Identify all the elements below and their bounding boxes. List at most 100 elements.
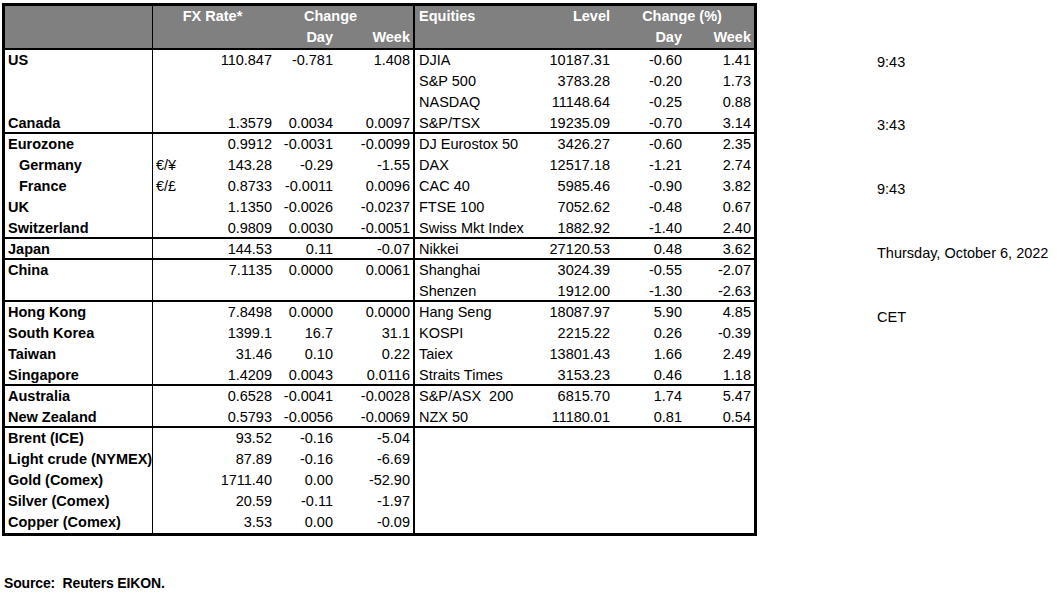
fx-country-cell: Gold (Comex): [5, 470, 153, 491]
table-row: Taiwan 31.46 0.10 0.22 Taiex 13801.43 1.…: [5, 344, 754, 365]
equity-level-cell: 10187.31: [531, 50, 610, 71]
timezone-label: CET: [877, 307, 1048, 328]
equity-name-cell: S&P/TSX: [415, 113, 531, 132]
date-line: Thursday, October 6, 2022: [877, 243, 1048, 264]
fx-week-change-cell: 0.0116: [335, 365, 415, 384]
equity-day-change-cell: -1.30: [610, 281, 684, 300]
table-row: Japan 144.53 0.11 -0.07 Nikkei 27120.53 …: [5, 239, 754, 260]
equity-day-change-cell: -0.25: [610, 92, 684, 113]
fx-pair-cell: [153, 470, 186, 491]
fx-rate-cell: 1711.40: [186, 470, 272, 491]
fx-day-change-cell: 0.0000: [272, 260, 335, 281]
equity-name-cell: DAX: [415, 155, 531, 176]
fx-week-change-cell: [335, 92, 415, 113]
fx-pair-cell: [153, 239, 186, 258]
fx-day-change-cell: 0.10: [272, 344, 335, 365]
timestamp-block: 9:43 3:43 9:43 Thursday, October 6, 2022…: [877, 9, 1048, 371]
equity-day-change-cell: 0.48: [610, 239, 684, 258]
fx-day-change-cell: -0.0041: [272, 386, 335, 407]
equity-level-cell: 3153.23: [531, 365, 610, 384]
equity-day-change-cell: -0.90: [610, 176, 684, 197]
table-row: NASDAQ 11148.64 -0.25 0.88: [5, 92, 754, 113]
fx-rate-cell: 0.9912: [186, 134, 272, 155]
equity-day-change-cell: 1.74: [610, 386, 684, 407]
equity-level-cell: 3024.39: [531, 260, 610, 281]
equity-level-cell: [531, 491, 610, 512]
equity-level-cell: 11148.64: [531, 92, 610, 113]
fx-pair-cell: [153, 344, 186, 365]
equity-level-cell: 18087.97: [531, 302, 610, 323]
equity-day-change-cell: 5.90: [610, 302, 684, 323]
equity-week-change-cell: -2.63: [684, 281, 754, 300]
fx-rate-cell: 1.1350: [186, 197, 272, 218]
fx-rate-cell: 0.5793: [186, 407, 272, 426]
table-row: New Zealand 0.5793 -0.0056 -0.0069 NZX 5…: [5, 407, 754, 428]
equity-name-cell: Shanghai: [415, 260, 531, 281]
equity-day-change-cell: [610, 470, 684, 491]
equity-level-cell: 1912.00: [531, 281, 610, 300]
table-row: Light crude (NYMEX) 87.89 -0.16 -6.69: [5, 449, 754, 470]
header-equity-day: Day: [610, 27, 684, 48]
equity-day-change-cell: -0.60: [610, 134, 684, 155]
equity-day-change-cell: [610, 512, 684, 533]
equity-level-cell: 13801.43: [531, 344, 610, 365]
fx-country-cell: Hong Kong: [5, 302, 153, 323]
fx-rate-cell: 110.847: [186, 50, 272, 71]
fx-day-change-cell: [272, 281, 335, 300]
fx-pair-cell: [153, 260, 186, 281]
fx-pair-cell: [153, 134, 186, 155]
equity-day-change-cell: -0.48: [610, 197, 684, 218]
equity-name-cell: NZX 50: [415, 407, 531, 426]
equity-level-cell: 3783.28: [531, 71, 610, 92]
header-fx-rate: FX Rate*: [153, 6, 272, 27]
fx-day-change-cell: -0.0026: [272, 197, 335, 218]
equity-week-change-cell: 0.67: [684, 197, 754, 218]
fx-pair-cell: [153, 113, 186, 132]
fx-week-change-cell: 0.0000: [335, 302, 415, 323]
fx-week-change-cell: -0.07: [335, 239, 415, 258]
header-change-pct: Change (%): [610, 6, 754, 27]
fx-country-cell: Silver (Comex): [5, 491, 153, 512]
fx-country-cell: Canada: [5, 113, 153, 132]
fx-country-cell: Singapore: [5, 365, 153, 384]
equity-name-cell: KOSPI: [415, 323, 531, 344]
fx-country-cell: Copper (Comex): [5, 512, 153, 533]
equity-level-cell: [531, 428, 610, 449]
fx-rate-cell: 143.28: [186, 155, 272, 176]
equity-week-change-cell: [684, 491, 754, 512]
fx-country-cell: Brent (ICE): [5, 428, 153, 449]
table-row: Shenzen 1912.00 -1.30 -2.63: [5, 281, 754, 302]
fx-country-cell: Eurozone: [5, 134, 153, 155]
table-row: Canada 1.3579 0.0034 0.0097 S&P/TSX 1923…: [5, 113, 754, 134]
fx-week-change-cell: [335, 281, 415, 300]
equity-week-change-cell: 2.35: [684, 134, 754, 155]
table-row: S&P 500 3783.28 -0.20 1.73: [5, 71, 754, 92]
equity-week-change-cell: 2.40: [684, 218, 754, 237]
equity-name-cell: [415, 491, 531, 512]
fx-rate-cell: 87.89: [186, 449, 272, 470]
fx-week-change-cell: 0.0096: [335, 176, 415, 197]
header-spacer-rate: [153, 27, 272, 48]
fx-day-change-cell: 0.00: [272, 470, 335, 491]
time-asia: 3:43: [877, 115, 1048, 136]
fx-rate-cell: [186, 281, 272, 300]
equity-name-cell: S&P 500: [415, 71, 531, 92]
fx-country-cell: France: [5, 176, 153, 197]
equity-name-cell: NASDAQ: [415, 92, 531, 113]
header-spacer-left: [5, 27, 153, 48]
equity-name-cell: Hang Seng: [415, 302, 531, 323]
equity-day-change-cell: 1.66: [610, 344, 684, 365]
equity-day-change-cell: -0.20: [610, 71, 684, 92]
fx-country-cell: [5, 71, 153, 92]
fx-rate-cell: 1399.1: [186, 323, 272, 344]
equity-level-cell: [531, 449, 610, 470]
equity-name-cell: [415, 428, 531, 449]
table-row: Eurozone 0.9912 -0.0031 -0.0099 DJ Euros…: [5, 134, 754, 155]
equity-week-change-cell: [684, 512, 754, 533]
fx-rate-cell: [186, 71, 272, 92]
equity-week-change-cell: [684, 428, 754, 449]
header-spacer-equities: [415, 27, 610, 48]
header-level: Level: [531, 6, 610, 27]
fx-day-change-cell: -0.0011: [272, 176, 335, 197]
equity-name-cell: Swiss Mkt Index: [415, 218, 531, 237]
